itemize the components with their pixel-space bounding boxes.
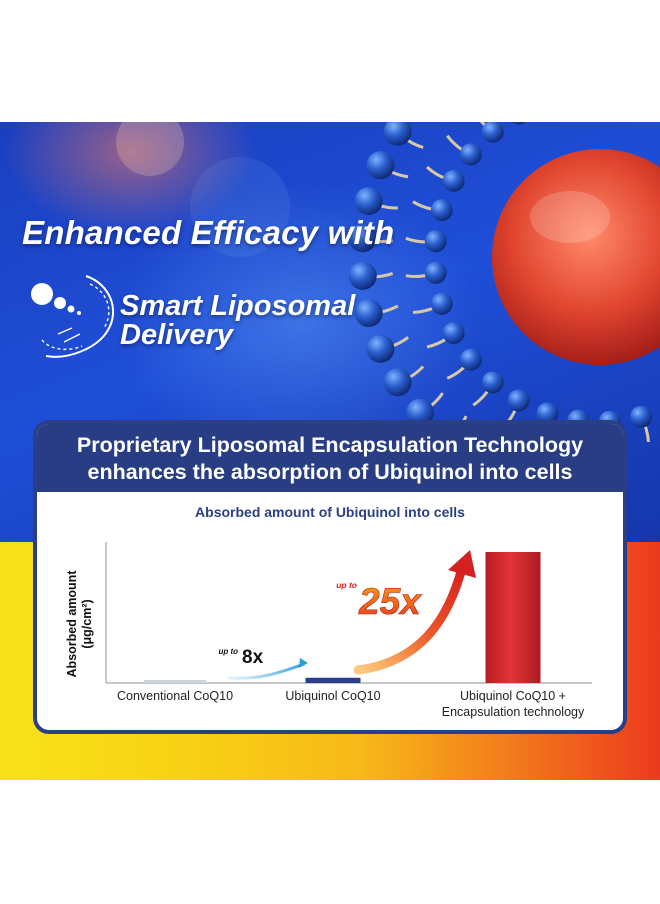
lipid-head (348, 224, 377, 253)
x-tick-label-2-line-1: Ubiquinol CoQ10 (285, 689, 380, 703)
card-header: Proprietary Liposomal Encapsulation Tech… (37, 424, 623, 492)
lipid-head (348, 261, 377, 290)
light-bubble (190, 157, 290, 257)
core-highlight (530, 191, 610, 243)
lipid-bilayer (348, 122, 653, 442)
lipid-head (459, 348, 482, 371)
annotation-25x-prefix: up to (336, 580, 357, 590)
liposome-logo-icon (31, 275, 114, 358)
x-tick-labels: Conventional CoQ10 Ubiquinol CoQ10 Ubiquin… (117, 689, 585, 719)
annotation-25x: 25x (358, 581, 422, 622)
light-flare (116, 122, 184, 176)
chart-title: Absorbed amount of Ubiquinol into cells (195, 504, 465, 520)
bar-1 (144, 680, 206, 683)
bar-2 (305, 677, 361, 683)
lipid-head (383, 368, 412, 397)
logo-line-1: Smart Liposomal (120, 290, 356, 322)
lipid-head (536, 402, 559, 425)
x-tick-label-1-line-1: Conventional CoQ10 (117, 689, 233, 703)
logo-line-2: Delivery (120, 319, 233, 351)
liposome-core (492, 149, 660, 365)
bar-3 (485, 552, 541, 683)
lipid-head (383, 122, 412, 146)
card-title-line-1: Proprietary Liposomal Encapsulation Tech… (76, 433, 584, 457)
x-tick-label-3-line-2: Encapsulation technology (442, 705, 585, 719)
liposome-illustration (116, 122, 660, 442)
lipid-head (630, 405, 653, 428)
card-title-line-2: enhances the absorption of Ubiquinol int… (87, 460, 573, 484)
lipid-head (430, 199, 453, 222)
lipid-head (459, 143, 482, 166)
y-axis-label-line-1: Absorbed amount (65, 570, 79, 678)
growth-arrow-small-head (299, 658, 308, 668)
logo-wordmark: Smart Liposomal Delivery (120, 292, 355, 350)
lipid-head (507, 389, 530, 412)
lipid-head (366, 334, 395, 363)
y-axis-label: Absorbed amount (μg/cm²) (65, 570, 94, 678)
growth-arrow-large-head (448, 550, 476, 578)
growth-arrow-small (227, 662, 305, 680)
annotation-8x-prefix: up to (218, 647, 238, 656)
lipid-head (430, 292, 453, 315)
growth-arrow-large (353, 563, 467, 675)
x-tick-label-3-line-1: Ubiquinol CoQ10 + (460, 689, 566, 703)
lipid-head (354, 186, 383, 215)
lipid-head (511, 122, 526, 125)
lipid-head (442, 322, 465, 345)
bar-chart: Absorbed amount (μg/cm²) Conventional Co… (65, 542, 592, 719)
bar-group (144, 552, 541, 683)
annotation-8x: 8x (242, 647, 264, 668)
lipid-head (442, 169, 465, 192)
lipid-head (366, 151, 395, 180)
lipid-head (481, 122, 504, 143)
lipid-head (424, 261, 447, 284)
lipid-head (481, 371, 504, 394)
lipid-head (354, 299, 383, 328)
headline: Enhanced Efficacy with (22, 214, 395, 251)
lipid-head (405, 398, 434, 427)
y-axis-label-line-2: (μg/cm²) (80, 599, 94, 648)
lipid-head (424, 230, 447, 253)
